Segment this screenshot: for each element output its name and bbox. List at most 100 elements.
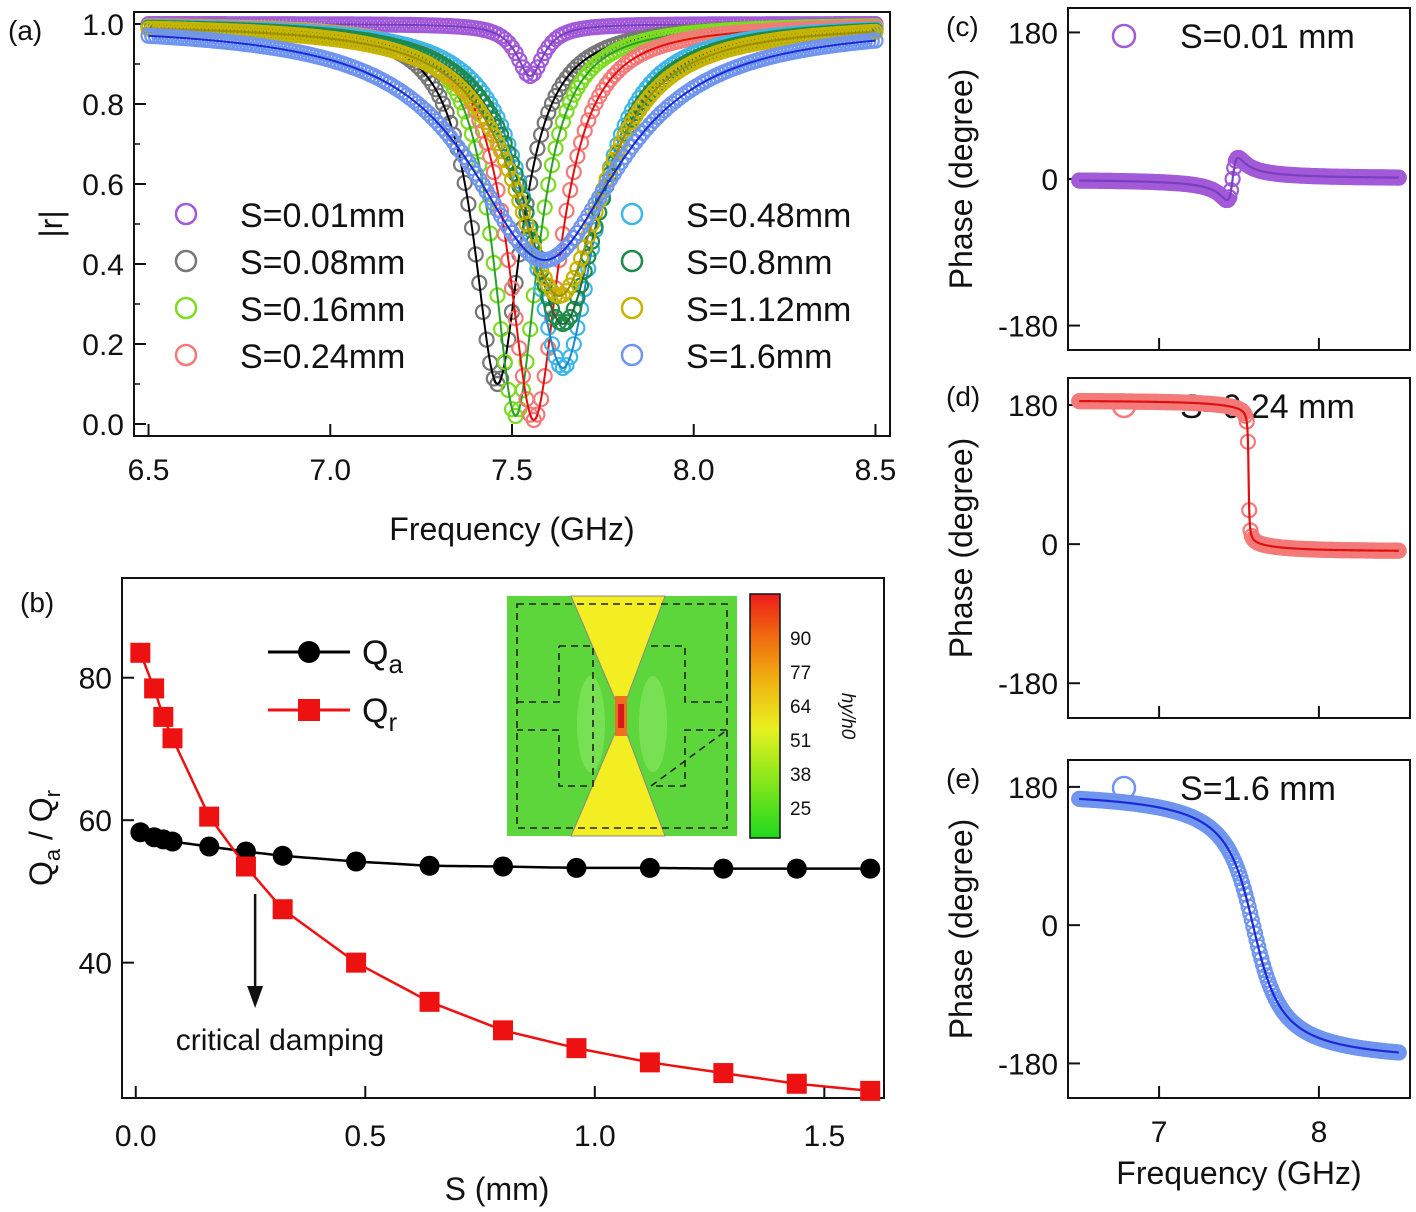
series-Qr-b (130, 642, 881, 1101)
series-g-e (1071, 790, 1407, 1061)
y-tick-label: -180 (998, 311, 1058, 344)
data-point-a (511, 51, 528, 69)
data-point-b (493, 856, 513, 877)
fit-line (1079, 156, 1399, 202)
legend-sub-b: r (388, 707, 397, 737)
legend-label-a: S=0.48mm (686, 197, 851, 235)
panel-b-label: (b) (20, 587, 54, 618)
legend-marker-b (298, 641, 320, 663)
data-point-a (562, 182, 579, 199)
y-title-part-b: Q (23, 861, 59, 886)
legend-marker-a (174, 249, 198, 273)
data-point-a (562, 94, 579, 111)
x-tick-label-a: 8.0 (673, 454, 715, 487)
data-point-b (130, 642, 151, 663)
panel-a-label: (a) (8, 15, 42, 46)
data-point-a (496, 151, 513, 169)
data-point-a (576, 122, 593, 139)
x-tick-label-b: 1.5 (803, 1120, 845, 1153)
data-point-a (572, 250, 590, 267)
series-g-d (1071, 393, 1407, 559)
inset-ring-left (517, 645, 594, 787)
data-point-b (786, 1073, 807, 1094)
data-point-a (565, 164, 582, 181)
y-tick-label-a: 0.6 (82, 169, 124, 202)
series-Qa-b (130, 822, 881, 879)
panel-c: (c) 180 0 -180 Phase (degree) S=0.01 mm (943, 7, 1411, 351)
data-point-b (199, 836, 220, 857)
colorbar-tick-label: 77 (790, 663, 811, 684)
data-point-b (235, 856, 256, 877)
inset-ring-right (648, 645, 730, 787)
y-title-part-b: / (23, 822, 59, 849)
data-point-a (558, 202, 575, 219)
data-point-b (144, 678, 165, 699)
y-tick-label: 180 (1008, 772, 1058, 805)
y-tick-label-a: 0.2 (82, 329, 124, 362)
data-point-a (565, 269, 582, 286)
panel-a: (a) 0.0 0.2 0.4 0.6 0.8 1.0 6.5 7.0 7.5 8.0 8.5 Freq… (8, 9, 896, 547)
data-point-a (500, 161, 517, 178)
inset-gap-core (618, 704, 624, 728)
legend-label-b: Qr (362, 692, 397, 737)
y-axis-title-a: |r| (33, 210, 69, 237)
data-point-a (540, 104, 557, 121)
data-point-b (162, 831, 183, 852)
data-point-b (162, 728, 183, 749)
data-point-b (493, 1020, 513, 1041)
inset-field-spot (639, 676, 667, 772)
data-point-a (569, 260, 586, 277)
legend-marker-a (174, 343, 198, 367)
data-point-a (489, 135, 506, 152)
x-axis-title-b: S (mm) (445, 1171, 550, 1207)
data-point-b (566, 857, 587, 878)
data-point-a (565, 300, 582, 317)
g-e-label: (e) (946, 763, 980, 794)
colorbar-tick-label: 90 (790, 629, 811, 650)
colorbar-tick-label: 25 (790, 799, 811, 820)
data-point-a (463, 126, 481, 143)
legend-marker-a (620, 296, 644, 320)
data-point-a (562, 277, 579, 294)
data-point-b (566, 1038, 587, 1059)
x-tick-label-b: 0.0 (115, 1120, 157, 1153)
y-tick-label: 180 (1008, 390, 1058, 423)
y-tick-label: -180 (998, 1048, 1058, 1081)
data-point-a (576, 239, 593, 256)
legend-label: S=1.6 mm (1180, 770, 1336, 808)
panel-e: (e) 180 0 -180 Phase (degree) S=1.6 mm 7 8 Frequ… (943, 759, 1411, 1191)
g-d-frame (1067, 377, 1411, 719)
data-point-b (272, 845, 293, 866)
fit-line (1079, 399, 1399, 552)
data-point-b (860, 858, 881, 879)
legend-marker (1111, 23, 1137, 49)
data-point-b (346, 851, 367, 872)
legend-marker-a (620, 249, 644, 273)
data-point-a (540, 176, 557, 193)
data-point-a (438, 104, 455, 121)
y-tick-label: -180 (998, 668, 1058, 701)
legend-sub-b: a (388, 649, 403, 679)
legend-label-a: S=0.24mm (240, 338, 405, 376)
fit-line-a (148, 34, 876, 262)
colorbar-tick-label: 64 (790, 697, 812, 718)
x-axis-title-a: Frequency (GHz) (389, 511, 634, 547)
data-point-b (199, 806, 220, 827)
colorbar-tick-label: 38 (790, 765, 811, 786)
data-point-a (580, 112, 597, 129)
g-e-frame (1067, 759, 1411, 1099)
y-tick-label-a: 0.4 (82, 249, 124, 282)
data-point-a (522, 174, 539, 191)
data-point-a (503, 171, 521, 188)
panel-b-frame (121, 577, 885, 1099)
colorbar-tick-label: 51 (790, 731, 811, 752)
y-axis-title: Phase (degree) (943, 819, 979, 1040)
data-point-a (554, 359, 572, 377)
y-tick-label-a: 0.8 (82, 89, 124, 122)
g-c-label: (c) (946, 11, 979, 42)
x-tick-label-b: 1.0 (574, 1120, 616, 1153)
data-point-b (713, 858, 734, 879)
x-tick-label: 8 (1311, 1116, 1328, 1149)
x-tick-label-a: 8.5 (855, 454, 897, 487)
